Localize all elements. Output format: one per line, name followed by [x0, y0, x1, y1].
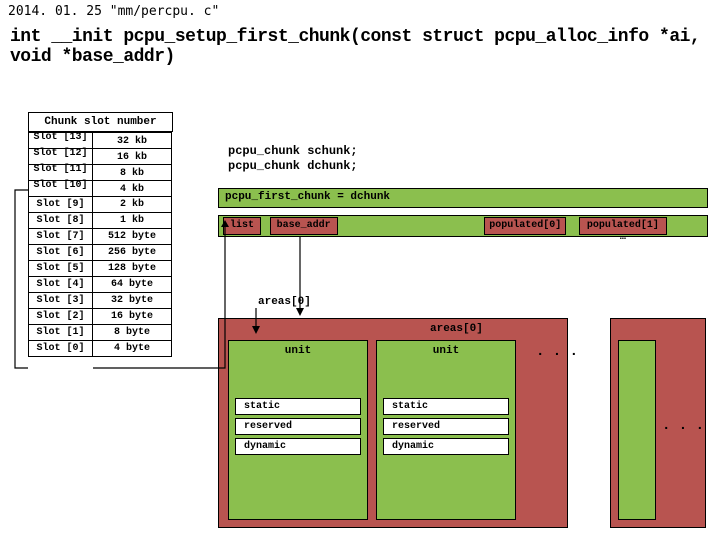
slot-size: 16 kb: [92, 148, 172, 165]
slot-size: 256 byte: [92, 244, 172, 261]
slot-row: Slot [0]4 byte: [28, 340, 172, 356]
unit1-static: static: [383, 398, 509, 415]
slot-row: Slot [9]2 kb: [28, 196, 172, 212]
slot-row: Slot [1]8 byte: [28, 324, 172, 340]
unit-box-right: [618, 340, 656, 520]
slot-row: Slot [8]1 kb: [28, 212, 172, 228]
dots-1: . . .: [536, 344, 578, 360]
slot-name: Slot [4]: [28, 276, 93, 293]
field-list: list: [223, 217, 261, 235]
slot-size: 512 byte: [92, 228, 172, 245]
slot-size: 4 byte: [92, 340, 172, 357]
areas-0-label: areas[0]: [258, 296, 311, 308]
slot-row: Slot [3]32 byte: [28, 292, 172, 308]
areas-x-label: areas[0]: [430, 323, 483, 335]
declarations: pcpu_chunk schunk; pcpu_chunk dchunk;: [228, 144, 358, 174]
slot-row: Slot [6]256 byte: [28, 244, 172, 260]
slot-row: Slot [5]128 byte: [28, 260, 172, 276]
slot-name: Slot [1]: [28, 324, 93, 341]
arrow-baseaddr-to-areas: [290, 234, 330, 324]
unit-label-1: unit: [377, 341, 515, 357]
slot-row: Slot [13]32 kb: [28, 132, 172, 148]
slot-size: 8 byte: [92, 324, 172, 341]
slot-size: 1 kb: [92, 212, 172, 229]
slot-name: Slot [2]: [28, 308, 93, 325]
slot-name: Slot [7]: [28, 228, 93, 245]
date-file-line: 2014. 01. 25 "mm/percpu. c": [0, 0, 720, 23]
unit-box-1: unit static reserved dynamic: [376, 340, 516, 520]
slot-name: Slot [8]: [28, 212, 93, 229]
slot-size: 32 kb: [92, 132, 172, 149]
slot-name: Slot [0]: [28, 340, 93, 357]
slot-row: Slot [2]16 byte: [28, 308, 172, 324]
slot-row: Slot [11]8 kb: [28, 164, 172, 180]
slot-size: 128 byte: [92, 260, 172, 277]
unit0-static: static: [235, 398, 361, 415]
slot-size: 64 byte: [92, 276, 172, 293]
slot-row: Slot [12]16 kb: [28, 148, 172, 164]
slot-name: Slot [9]: [28, 196, 93, 213]
unit0-dynamic: dynamic: [235, 438, 361, 455]
function-signature: int __init pcpu_setup_first_chunk(const …: [0, 23, 720, 79]
slot-name: Slot [3]: [28, 292, 93, 309]
slot-name: Slot [5]: [28, 260, 93, 277]
decl-schunk: pcpu_chunk schunk;: [228, 144, 358, 159]
unit1-reserved: reserved: [383, 418, 509, 435]
slot-size: 2 kb: [92, 196, 172, 213]
decl-dchunk: pcpu_chunk dchunk;: [228, 159, 358, 174]
slot-row: Slot [7]512 byte: [28, 228, 172, 244]
first-chunk-bar: pcpu_first_chunk = dchunk: [218, 188, 708, 208]
slot-name: Slot [6]: [28, 244, 93, 261]
unit1-dynamic: dynamic: [383, 438, 509, 455]
field-row-bar: list base_addr populated[0] populated[1]…: [218, 215, 708, 237]
field-base-addr: base_addr: [270, 217, 338, 235]
slot-size: 32 byte: [92, 292, 172, 309]
chunk-slot-label: Chunk slot number: [28, 112, 173, 132]
field-populated-1: populated[1] …: [579, 217, 667, 235]
slot-table: Slot [13]32 kbSlot [12]16 kbSlot [11]8 k…: [28, 132, 172, 356]
slot-row: Slot [10]4 kb: [28, 180, 172, 196]
unit-box-0: unit static reserved dynamic: [228, 340, 368, 520]
slot-size: 16 byte: [92, 308, 172, 325]
slot-name: Slot [10]: [28, 180, 93, 197]
slot-size: 4 kb: [92, 180, 172, 197]
unit0-reserved: reserved: [235, 418, 361, 435]
slot-name: Slot [11]: [28, 164, 93, 181]
first-chunk-text: pcpu_first_chunk = dchunk: [225, 191, 390, 203]
slot-size: 8 kb: [92, 164, 172, 181]
slot-name: Slot [12]: [28, 148, 93, 165]
dots-2: . . .: [662, 418, 704, 434]
slot-row: Slot [4]64 byte: [28, 276, 172, 292]
field-populated-0: populated[0]: [484, 217, 566, 235]
unit-label-0: unit: [229, 341, 367, 357]
slot-name: Slot [13]: [28, 132, 93, 149]
